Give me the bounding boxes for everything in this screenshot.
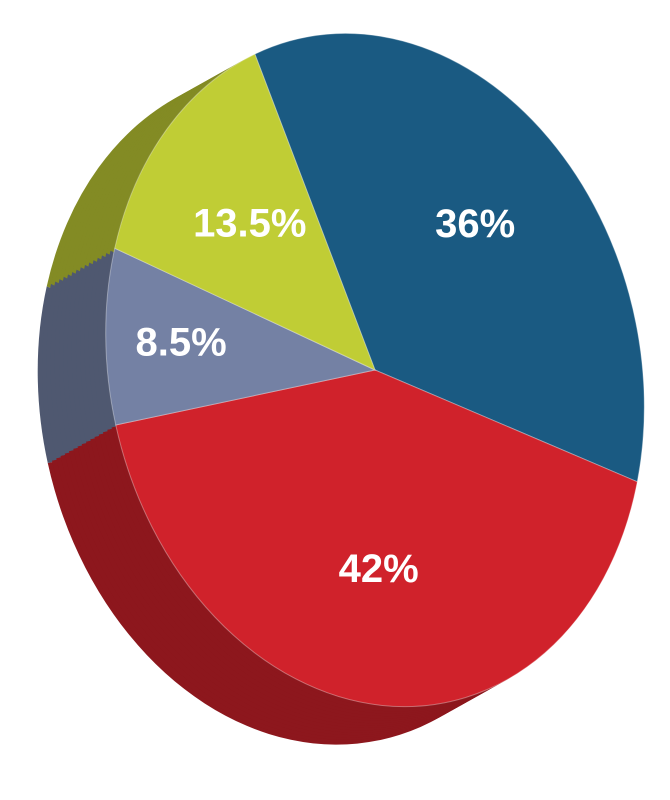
data-label: 13.5%: [193, 202, 306, 246]
slice: [254, 32, 645, 483]
slice: [115, 369, 638, 708]
data-label: 8.5%: [136, 321, 227, 365]
data-label: 36%: [435, 202, 515, 246]
slice: [105, 247, 377, 426]
data-label: 42%: [339, 547, 419, 591]
slice: [114, 53, 376, 371]
